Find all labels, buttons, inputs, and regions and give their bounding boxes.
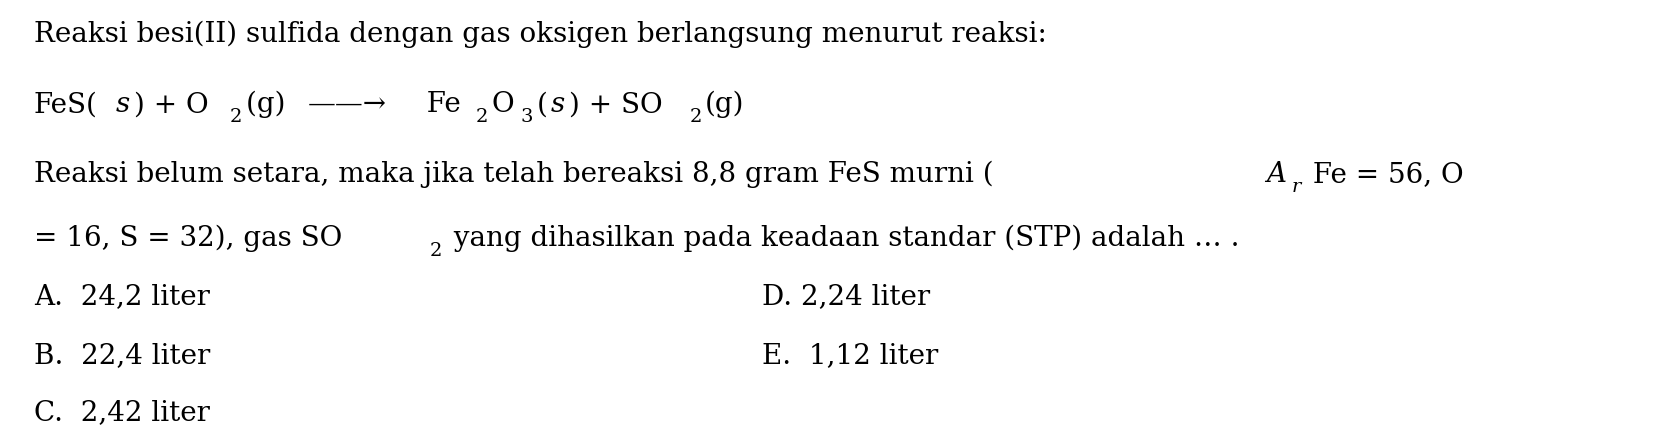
Text: Fe: Fe (409, 91, 462, 118)
Text: (: ( (536, 91, 548, 118)
Text: 2: 2 (230, 108, 242, 126)
Text: s: s (551, 91, 564, 118)
Text: FeS(: FeS( (33, 91, 98, 118)
Text: (g): (g) (247, 91, 295, 118)
Text: Fe = 56, O: Fe = 56, O (1304, 161, 1463, 188)
Text: E.  1,12 liter: E. 1,12 liter (761, 342, 938, 369)
Text: C.  2,42 liter: C. 2,42 liter (33, 399, 210, 426)
Text: 3: 3 (521, 108, 533, 126)
Text: A: A (1266, 161, 1286, 188)
Text: 2: 2 (688, 108, 702, 126)
Text: yang dihasilkan pada keadaan standar (STP) adalah … .: yang dihasilkan pada keadaan standar (ST… (445, 224, 1240, 252)
Text: ) + SO: ) + SO (569, 91, 662, 118)
Text: 2: 2 (475, 108, 488, 126)
Text: 2: 2 (430, 242, 442, 260)
Text: ) + O: ) + O (134, 91, 209, 118)
Text: A.  24,2 liter: A. 24,2 liter (33, 283, 210, 310)
Text: = 16, S = 32), gas SO: = 16, S = 32), gas SO (33, 224, 343, 252)
Text: ——→: ——→ (308, 91, 387, 118)
Text: O: O (492, 91, 515, 118)
Text: s: s (116, 91, 131, 118)
Text: Reaksi besi(II) sulfida dengan gas oksigen berlangsung menurut reaksi:: Reaksi besi(II) sulfida dengan gas oksig… (33, 21, 1046, 48)
Text: (g): (g) (705, 91, 745, 118)
Text: Reaksi belum setara, maka jika telah bereaksi 8,8 gram FeS murni (: Reaksi belum setara, maka jika telah ber… (33, 160, 993, 188)
Text: D. 2,24 liter: D. 2,24 liter (761, 283, 930, 310)
Text: B.  22,4 liter: B. 22,4 liter (33, 342, 210, 369)
Text: r: r (1291, 178, 1301, 196)
